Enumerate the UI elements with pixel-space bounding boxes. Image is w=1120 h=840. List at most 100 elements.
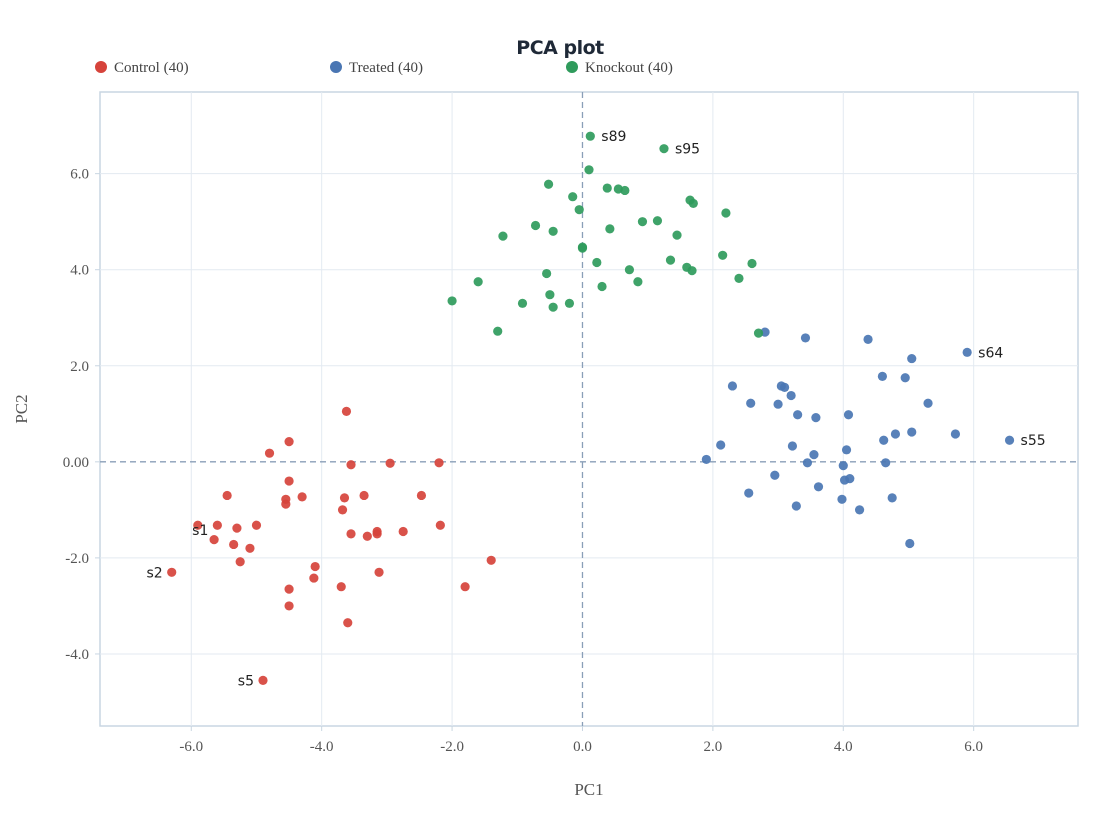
point-knockout[interactable] xyxy=(568,192,578,202)
point-knockout[interactable] xyxy=(659,144,669,154)
point-knockout[interactable] xyxy=(530,220,541,231)
point-treated[interactable] xyxy=(843,410,854,420)
legend-item-treated[interactable]: Treated (40) xyxy=(330,60,423,76)
point-knockout[interactable] xyxy=(620,185,630,196)
point-knockout[interactable] xyxy=(574,205,584,215)
point-knockout[interactable] xyxy=(577,243,588,253)
point-control[interactable] xyxy=(374,567,384,577)
point-knockout[interactable] xyxy=(473,277,483,287)
point-knockout[interactable] xyxy=(584,165,594,175)
point-control[interactable] xyxy=(343,618,353,628)
point-knockout[interactable] xyxy=(652,216,663,226)
point-knockout[interactable] xyxy=(585,131,595,141)
point-control[interactable] xyxy=(212,520,222,530)
point-control[interactable] xyxy=(435,520,445,530)
point-control[interactable] xyxy=(434,458,444,468)
point-treated[interactable] xyxy=(793,410,803,420)
point-knockout[interactable] xyxy=(721,208,731,218)
point-control[interactable] xyxy=(245,543,255,553)
point-control[interactable] xyxy=(222,490,232,501)
point-treated[interactable] xyxy=(802,458,813,468)
point-control[interactable] xyxy=(310,561,320,572)
point-knockout[interactable] xyxy=(597,281,607,292)
point-control[interactable] xyxy=(284,476,294,486)
legend-item-control[interactable]: Control (40) xyxy=(95,60,189,76)
point-treated[interactable] xyxy=(744,488,754,498)
point-knockout[interactable] xyxy=(672,230,682,240)
point-knockout[interactable] xyxy=(564,298,575,308)
point-control[interactable] xyxy=(309,573,319,583)
point-treated[interactable] xyxy=(809,450,819,460)
point-treated[interactable] xyxy=(811,413,821,423)
point-treated[interactable] xyxy=(907,427,917,437)
point-control[interactable] xyxy=(284,601,294,611)
point-control[interactable] xyxy=(235,557,245,567)
point-treated[interactable] xyxy=(890,429,901,439)
point-control[interactable] xyxy=(359,490,369,501)
point-treated[interactable] xyxy=(863,334,873,344)
point-knockout[interactable] xyxy=(602,183,612,193)
point-treated[interactable] xyxy=(773,399,783,409)
point-treated[interactable] xyxy=(838,461,848,471)
point-treated[interactable] xyxy=(841,445,852,455)
point-control[interactable] xyxy=(336,582,346,592)
point-knockout[interactable] xyxy=(687,266,697,276)
point-treated[interactable] xyxy=(787,441,798,451)
point-knockout[interactable] xyxy=(605,224,615,234)
point-treated[interactable] xyxy=(701,454,711,465)
point-treated[interactable] xyxy=(881,458,891,468)
point-control[interactable] xyxy=(339,493,350,503)
point-treated[interactable] xyxy=(907,353,917,364)
point-knockout[interactable] xyxy=(548,302,558,312)
point-treated[interactable] xyxy=(727,381,738,391)
point-control[interactable] xyxy=(460,582,470,592)
point-treated[interactable] xyxy=(780,382,790,392)
point-knockout[interactable] xyxy=(592,257,602,268)
point-treated[interactable] xyxy=(854,505,865,515)
point-treated[interactable] xyxy=(791,501,801,511)
point-treated[interactable] xyxy=(1004,435,1015,445)
point-treated[interactable] xyxy=(962,347,972,357)
point-treated[interactable] xyxy=(845,474,855,484)
point-control[interactable] xyxy=(416,490,427,501)
point-knockout[interactable] xyxy=(718,250,728,260)
point-treated[interactable] xyxy=(877,371,888,381)
point-treated[interactable] xyxy=(837,494,847,504)
point-control[interactable] xyxy=(341,406,352,417)
point-control[interactable] xyxy=(232,523,242,533)
point-knockout[interactable] xyxy=(548,226,558,236)
point-control[interactable] xyxy=(362,531,372,541)
point-control[interactable] xyxy=(297,492,307,502)
point-control[interactable] xyxy=(229,539,239,550)
point-treated[interactable] xyxy=(770,470,780,480)
point-knockout[interactable] xyxy=(543,179,554,189)
point-control[interactable] xyxy=(385,458,395,468)
point-control[interactable] xyxy=(251,520,262,530)
point-knockout[interactable] xyxy=(493,326,503,336)
point-treated[interactable] xyxy=(813,482,824,492)
point-knockout[interactable] xyxy=(688,198,698,209)
point-control[interactable] xyxy=(398,526,408,537)
point-control[interactable] xyxy=(346,460,356,470)
point-knockout[interactable] xyxy=(545,290,555,300)
legend-item-knockout[interactable]: Knockout (40) xyxy=(566,60,673,76)
point-control[interactable] xyxy=(258,675,268,685)
point-control[interactable] xyxy=(193,520,203,530)
point-control[interactable] xyxy=(346,529,356,539)
point-control[interactable] xyxy=(167,567,177,577)
point-treated[interactable] xyxy=(716,440,726,450)
point-treated[interactable] xyxy=(950,429,961,439)
point-knockout[interactable] xyxy=(747,258,757,269)
point-treated[interactable] xyxy=(905,538,915,549)
point-knockout[interactable] xyxy=(633,277,643,287)
point-treated[interactable] xyxy=(887,493,897,503)
point-control[interactable] xyxy=(486,555,496,565)
point-control[interactable] xyxy=(284,437,294,447)
point-knockout[interactable] xyxy=(665,255,676,265)
point-knockout[interactable] xyxy=(624,265,635,275)
point-knockout[interactable] xyxy=(542,268,552,279)
point-treated[interactable] xyxy=(900,373,910,383)
point-treated[interactable] xyxy=(800,333,811,343)
point-control[interactable] xyxy=(284,584,294,594)
point-treated[interactable] xyxy=(923,398,933,408)
